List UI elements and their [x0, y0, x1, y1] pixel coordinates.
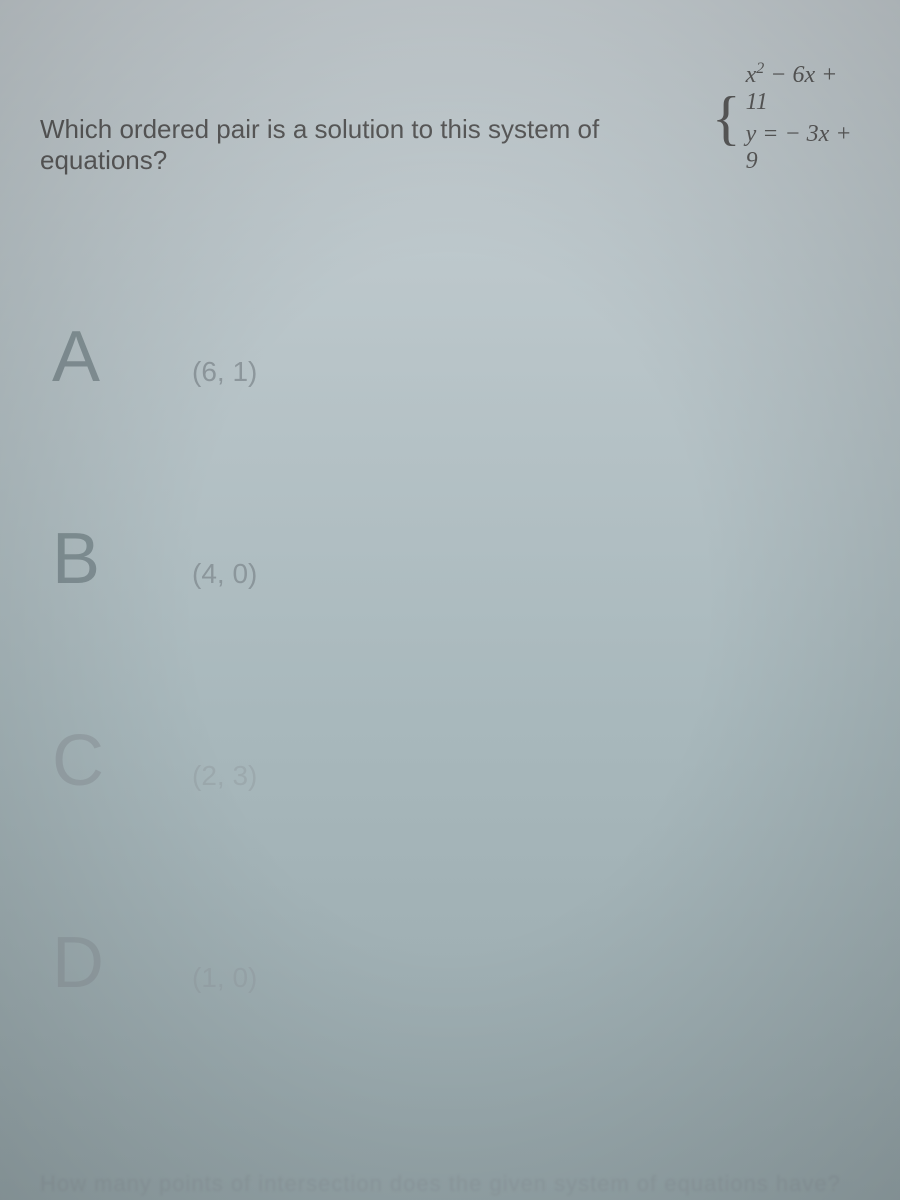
bottom-cutoff-text: How many points of intersection does the…: [40, 1171, 841, 1197]
option-value-b: (4, 0): [192, 558, 257, 590]
option-letter-a: A: [52, 316, 192, 398]
options-area: A (6, 1) B (4, 0) C (2, 3) D (1, 0): [40, 316, 860, 1004]
question-row: Which ordered pair is a solution to this…: [40, 60, 860, 176]
option-letter-b: B: [52, 518, 192, 600]
equation-system: { x2 − 6x + 11 y = − 3x + 9: [712, 60, 860, 175]
option-c[interactable]: C (2, 3): [52, 720, 860, 802]
option-a[interactable]: A (6, 1): [52, 316, 860, 398]
option-d[interactable]: D (1, 0): [52, 922, 860, 1004]
option-b[interactable]: B (4, 0): [52, 518, 860, 600]
option-value-c: (2, 3): [192, 760, 257, 792]
equation-2: y = − 3x + 9: [746, 121, 860, 175]
option-letter-c: C: [52, 720, 192, 802]
option-letter-d: D: [52, 922, 192, 1004]
equation-1: x2 − 6x + 11: [746, 60, 860, 116]
option-value-a: (6, 1): [192, 356, 257, 388]
brace-left: {: [712, 100, 741, 136]
question-text: Which ordered pair is a solution to this…: [40, 114, 692, 176]
option-value-d: (1, 0): [192, 962, 257, 994]
equations-container: x2 − 6x + 11 y = − 3x + 9: [746, 60, 860, 175]
